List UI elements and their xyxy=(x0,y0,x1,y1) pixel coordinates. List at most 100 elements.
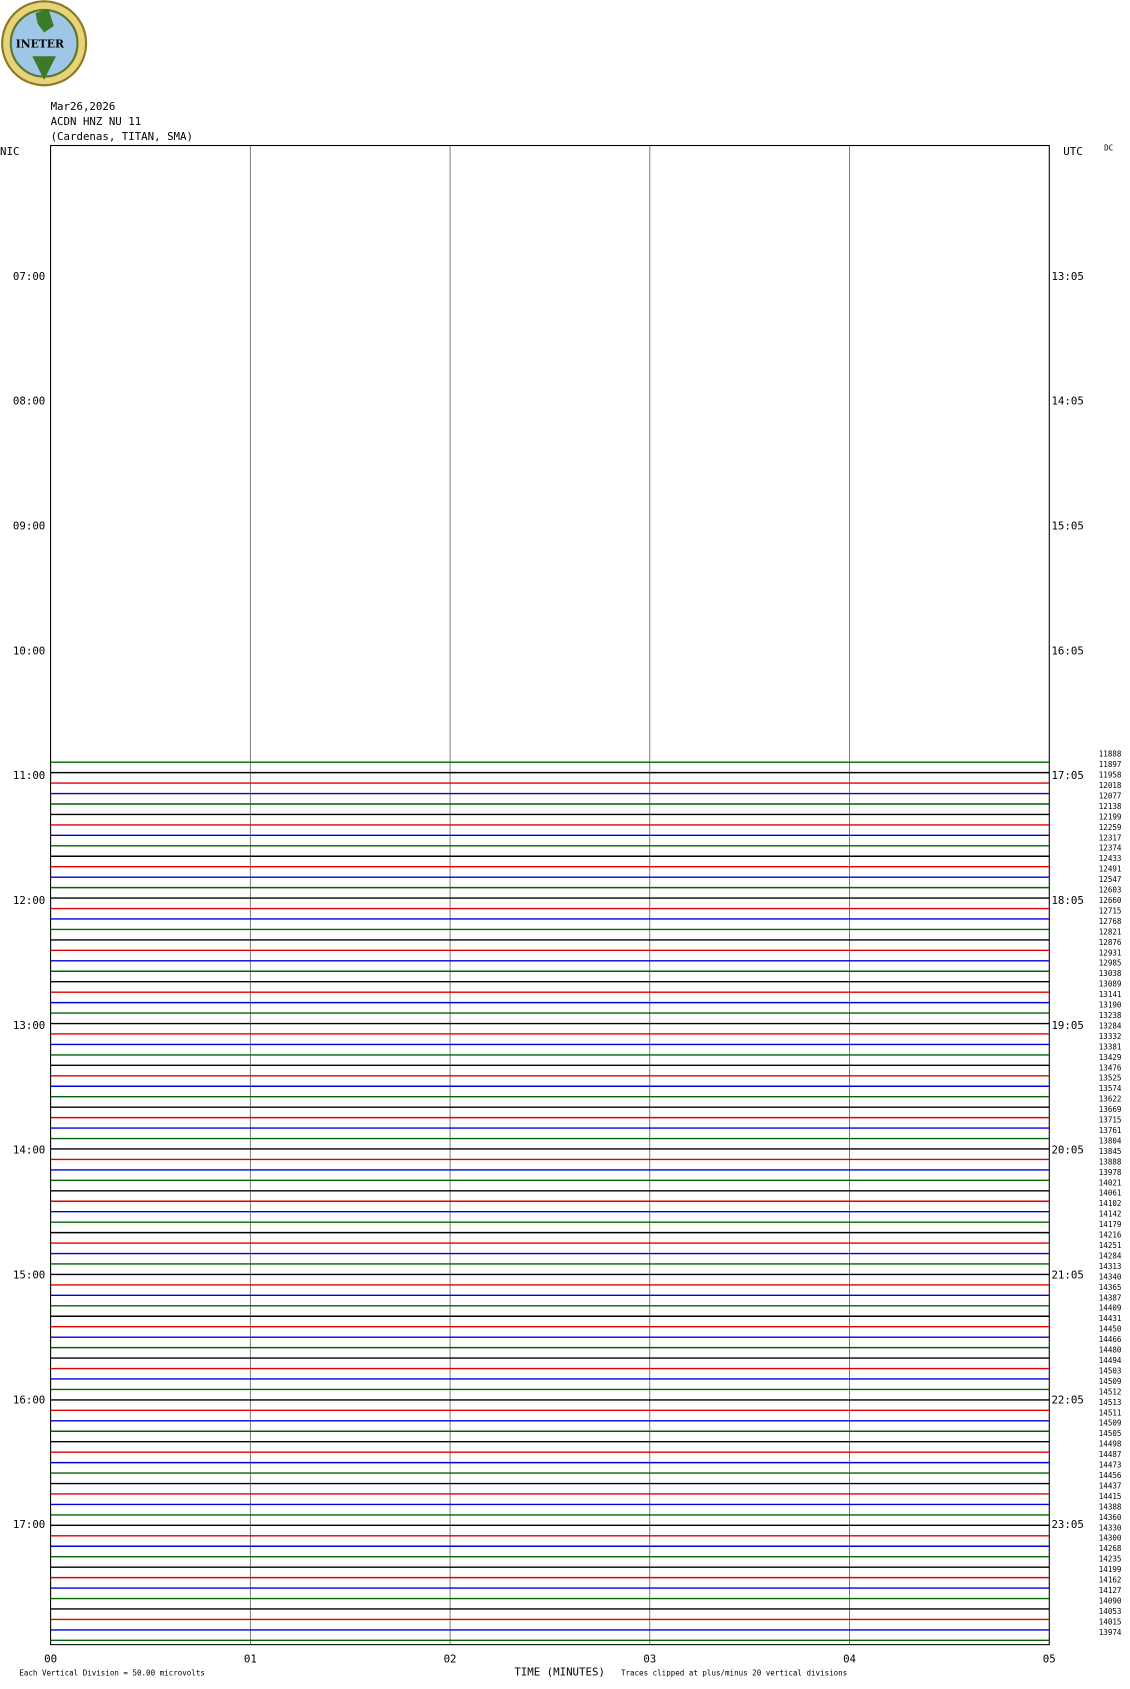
trace-label: 14340 xyxy=(1099,1272,1122,1281)
trace-label: 13038 xyxy=(1099,969,1122,978)
left-hour-label: 16:00 xyxy=(13,1393,45,1406)
left-axis-title: NIC xyxy=(0,145,19,158)
left-hour-label: 12:00 xyxy=(13,894,45,907)
trace-label: 14102 xyxy=(1099,1199,1122,1208)
trace-label: 13622 xyxy=(1099,1095,1122,1104)
left-hour-label: 09:00 xyxy=(13,519,45,532)
logo-text: INETER xyxy=(16,37,64,50)
x-tick-label: 00 xyxy=(44,1653,57,1666)
trace-label: 13845 xyxy=(1099,1147,1122,1156)
trace-label: 13525 xyxy=(1099,1074,1122,1083)
trace-label: 12715 xyxy=(1099,906,1122,915)
right-hour-label: 13:05 xyxy=(1051,270,1083,283)
plot-frame xyxy=(50,144,1050,1646)
trace-label: 13978 xyxy=(1099,1168,1122,1177)
trace-label: 12660 xyxy=(1099,896,1122,905)
trace-label: 14300 xyxy=(1099,1534,1122,1543)
x-axis-title: TIME (MINUTES) xyxy=(514,1666,605,1679)
trace-label: 13804 xyxy=(1099,1136,1122,1145)
station: ACDN HNZ NU 11 xyxy=(51,115,142,128)
left-hour-label: 08:00 xyxy=(13,395,45,408)
trace-label: 14365 xyxy=(1099,1283,1122,1292)
trace-label: 13574 xyxy=(1099,1084,1122,1093)
trace-label: 13715 xyxy=(1099,1116,1122,1125)
footer-clip: Traces clipped at plus/minus 20 vertical… xyxy=(621,1669,847,1678)
trace-label: 14021 xyxy=(1099,1178,1122,1187)
x-tick-label: 05 xyxy=(1043,1653,1056,1666)
trace-label: 11897 xyxy=(1099,760,1122,769)
trace-label: 12199 xyxy=(1099,812,1122,821)
trace-label: 14473 xyxy=(1099,1461,1122,1470)
right-hour-label: 22:05 xyxy=(1051,1393,1083,1406)
trace-label: 12491 xyxy=(1099,865,1122,874)
footer-scale: Each Vertical Division = 50.00 microvolt… xyxy=(19,1669,205,1678)
right-hour-label: 15:05 xyxy=(1051,519,1083,532)
left-hour-label: 17:00 xyxy=(13,1518,45,1531)
trace-label: 13669 xyxy=(1099,1105,1122,1114)
trace-label: 14494 xyxy=(1099,1356,1122,1365)
right-axis-title: UTC xyxy=(1063,145,1082,158)
trace-label: 11888 xyxy=(1099,750,1122,759)
trace-label: 14235 xyxy=(1099,1555,1122,1564)
trace-label: 14330 xyxy=(1099,1523,1122,1532)
trace-label: 12138 xyxy=(1099,802,1122,811)
trace-label: 14268 xyxy=(1099,1544,1122,1553)
right-hour-label: 20:05 xyxy=(1051,1144,1083,1157)
left-hour-label: 10:00 xyxy=(13,644,45,657)
date: Mar26,2026 xyxy=(51,100,116,113)
trace-label: 14431 xyxy=(1099,1314,1122,1323)
trace-label: 14162 xyxy=(1099,1576,1122,1585)
trace-label: 14216 xyxy=(1099,1231,1122,1240)
trace-label: 14053 xyxy=(1099,1607,1122,1616)
trace-label: 14142 xyxy=(1099,1210,1122,1219)
trace-label: 13238 xyxy=(1099,1011,1122,1020)
location: (Cardenas, TITAN, SMA) xyxy=(51,130,193,143)
trace-label: 14466 xyxy=(1099,1335,1122,1344)
trace-label: 14090 xyxy=(1099,1596,1122,1605)
trace-label: 12985 xyxy=(1099,959,1122,968)
trace-label: 14388 xyxy=(1099,1502,1122,1511)
trace-label: 13190 xyxy=(1099,1001,1122,1010)
trace-label: 14498 xyxy=(1099,1440,1122,1449)
trace-label: 14409 xyxy=(1099,1304,1122,1313)
trace-label: 12374 xyxy=(1099,844,1122,853)
trace-label: 12259 xyxy=(1099,823,1122,832)
right-hour-label: 14:05 xyxy=(1051,395,1083,408)
trace-label: 13429 xyxy=(1099,1053,1122,1062)
trace-label: 14437 xyxy=(1099,1481,1122,1490)
trace-label: 14061 xyxy=(1099,1189,1122,1198)
trace-label: 14480 xyxy=(1099,1346,1122,1355)
trace-label: 14127 xyxy=(1099,1586,1122,1595)
trace-label: 12931 xyxy=(1099,948,1122,957)
trace-label: 13141 xyxy=(1099,990,1122,999)
trace-label: 12821 xyxy=(1099,927,1122,936)
trace-label: 12317 xyxy=(1099,833,1122,842)
trace-label: 14456 xyxy=(1099,1471,1122,1480)
x-tick-label: 02 xyxy=(444,1653,457,1666)
x-tick-label: 01 xyxy=(244,1653,257,1666)
trace-label: 14179 xyxy=(1099,1220,1122,1229)
right-hour-label: 19:05 xyxy=(1051,1019,1083,1032)
corner-label: DC xyxy=(1104,144,1113,153)
x-tick-label: 03 xyxy=(643,1653,656,1666)
trace-label: 12547 xyxy=(1099,875,1122,884)
trace-label: 13761 xyxy=(1099,1126,1122,1135)
trace-label: 12768 xyxy=(1099,917,1122,926)
trace-label: 14251 xyxy=(1099,1241,1122,1250)
right-hour-label: 21:05 xyxy=(1051,1269,1083,1282)
trace-label: 12077 xyxy=(1099,791,1122,800)
trace-label: 14505 xyxy=(1099,1429,1122,1438)
trace-label: 13381 xyxy=(1099,1042,1122,1051)
trace-label: 14387 xyxy=(1099,1293,1122,1302)
right-hour-label: 17:05 xyxy=(1051,769,1083,782)
trace-label: 14511 xyxy=(1099,1408,1122,1417)
trace-label: 14503 xyxy=(1099,1366,1122,1375)
trace-label: 13476 xyxy=(1099,1063,1122,1072)
trace-label: 12876 xyxy=(1099,938,1122,947)
right-hour-label: 16:05 xyxy=(1051,644,1083,657)
trace-label: 14513 xyxy=(1099,1398,1122,1407)
trace-label: 14487 xyxy=(1099,1450,1122,1459)
trace-label: 14509 xyxy=(1099,1377,1122,1386)
